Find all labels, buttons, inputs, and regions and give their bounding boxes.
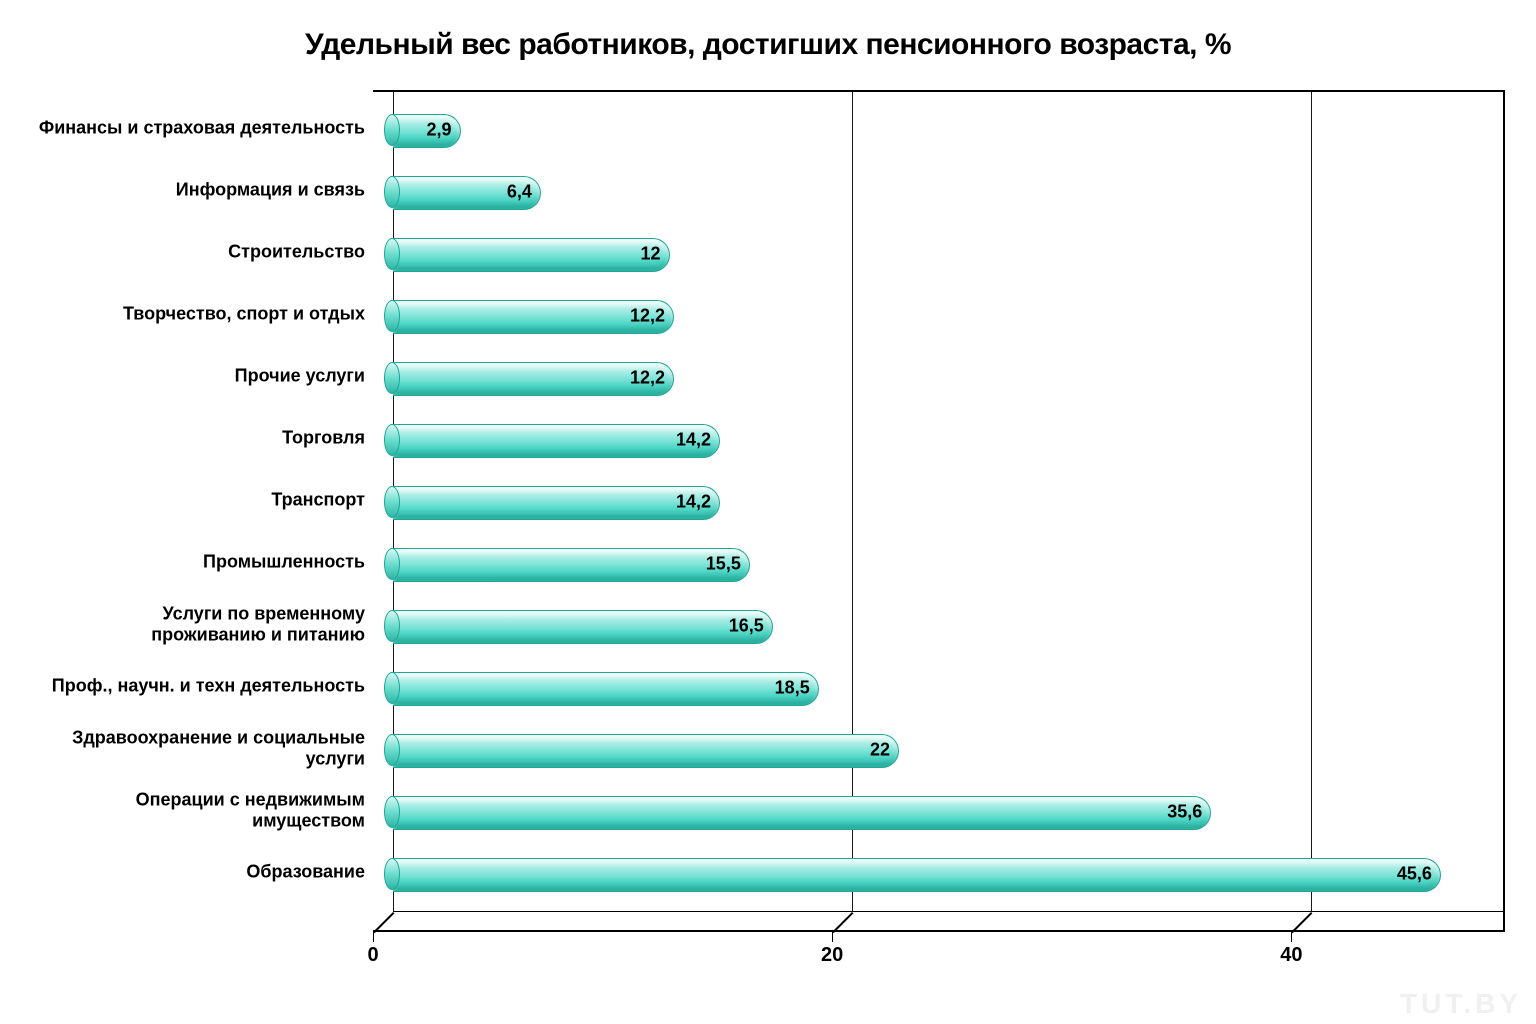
x-tick-label: 20: [821, 944, 843, 967]
category-label: Образование: [25, 862, 373, 883]
bar-value-label: 12: [640, 244, 660, 265]
bar-cap: [384, 238, 400, 270]
bar-value-label: 2,9: [427, 120, 452, 141]
bar: [393, 796, 1211, 830]
bar-cap: [384, 672, 400, 704]
bar-value-label: 12,2: [630, 306, 665, 327]
watermark: TUT.BY: [1400, 988, 1522, 1020]
bar-value-label: 14,2: [676, 430, 711, 451]
category-label: Транспорт: [25, 490, 373, 511]
bar: [393, 238, 670, 272]
bar-cap: [384, 734, 400, 766]
bar: [393, 672, 819, 706]
bar-cap: [384, 424, 400, 456]
bar-value-label: 6,4: [507, 182, 532, 203]
category-label: Финансы и страховая деятельность: [25, 118, 373, 139]
bar-value-label: 16,5: [729, 616, 764, 637]
bar-value-label: 14,2: [676, 492, 711, 513]
category-label: Творчество, спорт и отдых: [25, 304, 373, 325]
category-label: Промышленность: [25, 552, 373, 573]
bar: [393, 734, 899, 768]
category-label: Здравоохранение и социальные услуги: [25, 727, 373, 768]
chart-area: Финансы и страховая деятельностьИнформац…: [33, 90, 1503, 990]
bar-cap: [384, 548, 400, 580]
y-axis-labels: Финансы и страховая деятельностьИнформац…: [33, 90, 373, 930]
bar-value-label: 18,5: [775, 678, 810, 699]
bar-value-label: 22: [870, 740, 890, 761]
bar-value-label: 12,2: [630, 368, 665, 389]
gridline: [852, 92, 853, 912]
category-label: Услуги по временному проживанию и питани…: [25, 603, 373, 644]
bar: [393, 610, 773, 644]
x-tick: [1291, 932, 1292, 942]
x-tick: [832, 932, 833, 942]
plot-area: 020402,96,41212,212,214,214,215,516,518,…: [373, 90, 1505, 932]
category-label: Проф., научн. и техн деятельность: [25, 676, 373, 697]
category-label: Информация и связь: [25, 180, 373, 201]
gridline: [1311, 92, 1312, 912]
bar-value-label: 45,6: [1397, 864, 1432, 885]
bar-cap: [384, 362, 400, 394]
bar-cap: [384, 114, 400, 146]
category-label: Строительство: [25, 242, 373, 263]
bar-cap: [384, 858, 400, 890]
bar-cap: [384, 610, 400, 642]
category-label: Торговля: [25, 428, 373, 449]
x-tick: [373, 932, 374, 942]
x-tick-label: 40: [1280, 944, 1302, 967]
bar-cap: [384, 176, 400, 208]
bar: [393, 548, 750, 582]
bar-cap: [384, 796, 400, 828]
bar-cap: [384, 300, 400, 332]
bar: [393, 424, 720, 458]
category-label: Прочие услуги: [25, 366, 373, 387]
chart-title: Удельный вес работников, достигших пенси…: [0, 0, 1536, 70]
back-wall-baseline: [393, 911, 1503, 912]
category-label: Операции с недвижимым имуществом: [25, 789, 373, 830]
x-axis-line: [373, 930, 1503, 932]
bar-cap: [384, 486, 400, 518]
bar: [393, 486, 720, 520]
bar-value-label: 15,5: [706, 554, 741, 575]
x-tick-label: 0: [367, 944, 378, 967]
bar: [393, 858, 1441, 892]
bar-value-label: 35,6: [1167, 802, 1202, 823]
